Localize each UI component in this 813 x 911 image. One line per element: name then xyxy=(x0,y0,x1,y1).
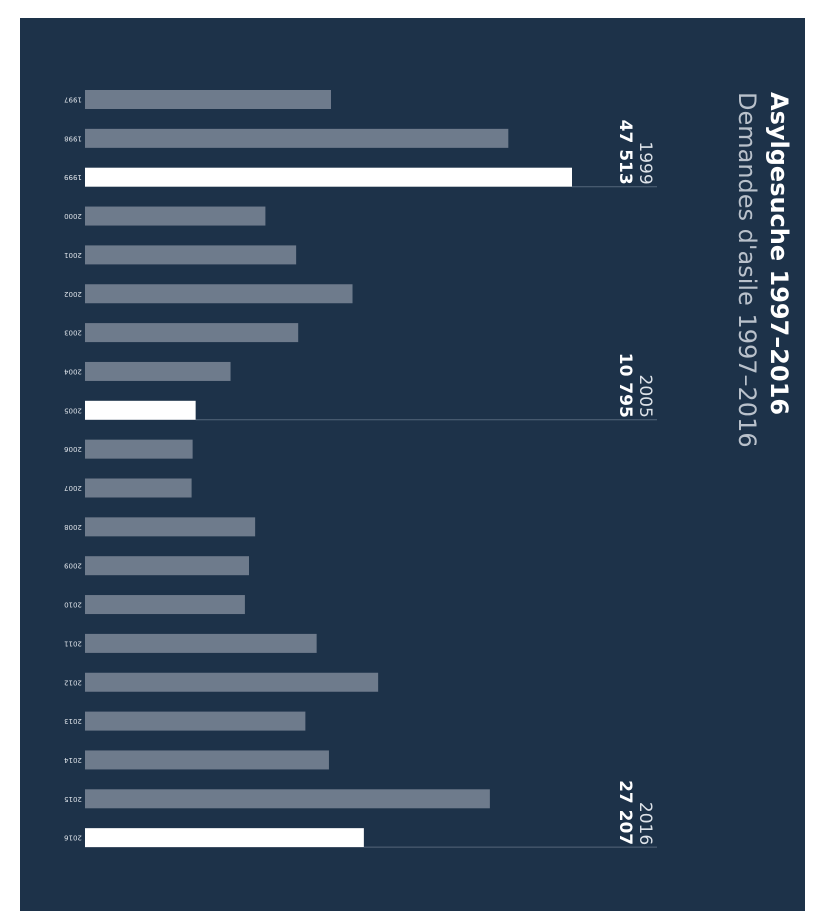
bar-2000 xyxy=(85,206,266,226)
bar-2006 xyxy=(84,439,193,459)
bar-2012 xyxy=(85,672,379,692)
bar-2014 xyxy=(85,750,329,770)
tick-label-2008: 2008 xyxy=(64,523,82,531)
bar-1999 xyxy=(85,167,572,187)
bar-2001 xyxy=(85,245,297,265)
tick-label-1998: 1998 xyxy=(64,134,82,142)
tick-label-2006: 2006 xyxy=(64,445,82,453)
tick-label-2010: 2010 xyxy=(64,601,82,609)
tick-label-2002: 2002 xyxy=(64,290,82,298)
tick-label-2015: 2015 xyxy=(64,795,82,803)
bar-2016 xyxy=(85,828,364,848)
bar-2002 xyxy=(85,284,353,304)
annotation-value-2005: 10 795 xyxy=(615,353,635,418)
tick-label-2016: 2016 xyxy=(64,834,82,842)
tick-label-1999: 1999 xyxy=(64,173,82,181)
bar-1998 xyxy=(85,128,509,148)
tick-label-2001: 2001 xyxy=(64,251,82,259)
tick-label-2003: 2003 xyxy=(64,329,82,337)
annotation-year-1999: 1999 xyxy=(635,141,655,184)
tick-label-2013: 2013 xyxy=(64,717,82,725)
annotation-value-1999: 47 513 xyxy=(615,120,635,185)
chart-background xyxy=(20,18,805,911)
tick-label-2014: 2014 xyxy=(64,756,82,764)
bar-2010 xyxy=(84,595,245,615)
bar-2009 xyxy=(84,556,249,576)
bar-2011 xyxy=(85,633,317,653)
tick-label-2004: 2004 xyxy=(64,367,82,375)
bar-2008 xyxy=(84,517,256,537)
bar-2005 xyxy=(84,400,196,420)
bar-1997 xyxy=(84,90,331,109)
annotation-year-2016: 2016 xyxy=(635,802,655,845)
tick-label-2012: 2012 xyxy=(64,678,82,686)
bar-2007 xyxy=(85,478,192,498)
bar-2015 xyxy=(85,789,490,809)
annotation-value-2016: 27 207 xyxy=(615,780,635,845)
chart-subtitle: Demandes d'asile 1997–2016 xyxy=(733,92,761,448)
tick-label-1997: 1997 xyxy=(64,96,82,104)
annotation-year-2005: 2005 xyxy=(635,375,655,418)
tick-label-2011: 2011 xyxy=(64,639,82,647)
tick-label-2005: 2005 xyxy=(64,406,82,414)
bar-2013 xyxy=(85,711,306,731)
chart-title: Asylgesuche 1997–2016 xyxy=(765,92,793,415)
bar-2003 xyxy=(84,323,299,343)
bar-2004 xyxy=(85,361,231,381)
tick-label-2000: 2000 xyxy=(64,212,82,220)
tick-label-2007: 2007 xyxy=(64,484,82,492)
tick-label-2009: 2009 xyxy=(64,562,82,570)
